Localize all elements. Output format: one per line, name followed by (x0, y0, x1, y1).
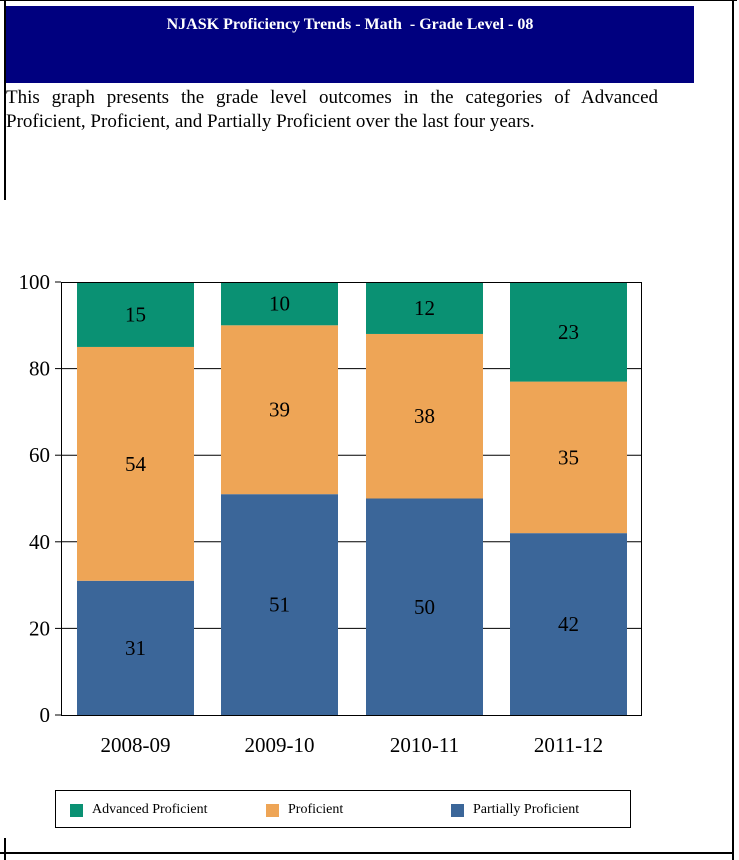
legend-swatch-partial (451, 804, 464, 817)
legend-label-partial: Partially Proficient (473, 802, 580, 817)
chart-description: This graph presents the grade level outc… (6, 87, 658, 132)
frame-right-border (732, 0, 734, 860)
bar-segment (366, 333, 483, 499)
y-tick-label: 100 (19, 270, 51, 294)
bar-value-label: 10 (269, 292, 290, 316)
bar-value-label: 15 (125, 302, 146, 326)
title-bar: NJASK Proficiency Trends - Math - Grade … (6, 6, 694, 83)
bar-segment (77, 580, 194, 715)
y-tick-label: 60 (29, 443, 50, 467)
bar-value-label: 23 (558, 320, 579, 344)
x-tick-label: 2010-11 (390, 733, 459, 757)
bar-value-label: 54 (125, 452, 147, 476)
plot-frame (61, 282, 642, 716)
bar-value-label: 38 (414, 404, 435, 428)
y-tick-label: 40 (29, 530, 50, 554)
bar-segment (221, 325, 338, 495)
legend-label-proficient: Proficient (288, 802, 344, 817)
x-tick-label: 2009-10 (245, 733, 315, 757)
page-title: NJASK Proficiency Trends - Math - Grade … (166, 16, 534, 33)
bar-value-label: 31 (125, 636, 146, 660)
bar-value-label: 50 (414, 595, 435, 619)
bar-segment (366, 498, 483, 715)
frame-left-border-lower (4, 838, 6, 860)
x-tick-label: 2011-12 (534, 733, 603, 757)
chart-legend: Advanced Proficient Proficient Partially… (55, 790, 631, 828)
bar-value-label: 35 (558, 445, 579, 469)
bar-value-label: 42 (558, 612, 579, 636)
bar-segment (510, 381, 627, 534)
bar-value-label: 39 (269, 398, 290, 422)
legend-swatch-advanced (70, 804, 83, 817)
y-tick-label: 20 (29, 616, 50, 640)
frame-top-border (0, 0, 737, 1)
bar-segment (366, 282, 483, 334)
bar-value-label: 51 (269, 593, 290, 617)
legend-label-advanced: Advanced Proficient (92, 802, 208, 817)
bar-segment (510, 282, 627, 382)
y-tick-label: 0 (40, 703, 51, 727)
x-tick-label: 2008-09 (101, 733, 171, 757)
bar-segment (221, 282, 338, 326)
y-tick-label: 80 (29, 357, 50, 381)
bar-segment (77, 346, 194, 581)
bar-segment (510, 533, 627, 715)
bar-segment (77, 282, 194, 347)
frame-left-border (4, 0, 6, 200)
bar-segment (221, 494, 338, 715)
bar-value-label: 12 (414, 296, 435, 320)
frame-bottom-border (0, 852, 734, 854)
legend-swatch-proficient (266, 804, 279, 817)
